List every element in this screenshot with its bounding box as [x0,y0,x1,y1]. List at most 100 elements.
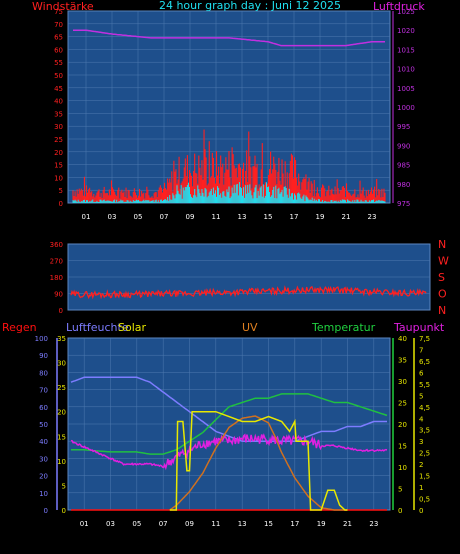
humidity-tick-label: 0 [62,507,66,515]
wind-tick-label: 55 [54,59,63,67]
uv-tick-label: 5,5 [419,381,430,389]
temperature-tick-label: 0 [398,507,402,515]
climate-x-axis: 01 03 05 07 09 11 13 15 17 19 21 23 [80,520,379,528]
climate-x-tick-label: 21 [343,520,352,528]
humidity-tick-label: 15 [57,433,66,441]
wind-tick-label: 15 [54,162,63,170]
humidity-tick-label: 30 [57,360,66,368]
pressure-tick-label: 990 [397,142,410,150]
wind-x-tick-label: 19 [316,213,325,221]
climate-x-tick-label: 11 [211,520,220,528]
uv-tick-label: 6 [419,369,424,377]
wind-gust-bars [72,182,386,203]
rain-tick-label: 30 [39,455,48,463]
climate-x-tick-label: 07 [159,520,168,528]
pressure-right-axis: 975 980 985 990 995 1000 1005 1010 1015 1020 1025 [392,8,415,208]
pressure-tick-label: 980 [397,181,410,189]
humidity-title: Luftfeuchte [66,321,129,334]
uv-tick-label: 1 [419,484,423,492]
compass-label: N [438,304,446,317]
solar-title: Solar [118,321,147,334]
wind-tick-label: 5 [59,187,63,195]
wind-tick-label: 45 [54,85,63,93]
direction-tick-label: 0 [59,307,63,315]
pressure-tick-label: 1005 [397,85,415,93]
compass-label: N [438,238,446,251]
temperature-tick-label: 5 [398,486,402,494]
uv-tick-label: 4 [419,415,424,423]
dewpoint-line [70,433,388,471]
rain-tick-label: 70 [39,387,48,395]
rain-tick-label: 80 [39,369,48,377]
wind-x-tick-label: 03 [108,213,117,221]
humidity-tick-label: 25 [57,384,66,392]
uv-tick-label: 6,5 [419,358,430,366]
climate-x-tick-label: 13 [238,520,247,528]
uv-tick-label: 0,5 [419,496,430,504]
wind-x-tick-label: 23 [368,213,377,221]
wind-x-tick-label: 01 [82,213,91,221]
uv-tick-label: 3,5 [419,427,430,435]
rain-tick-label: 40 [39,438,48,446]
direction-tick-label: 90 [54,291,63,299]
uv-tick-label: 2 [419,461,423,469]
wind-x-tick-label: 07 [160,213,169,221]
rain-tick-label: 90 [39,352,48,360]
humidity-tick-label: 10 [57,458,66,466]
pressure-axis-title: Luftdruck [373,0,425,13]
direction-tick-label: 180 [50,274,63,282]
uv-tick-label: 5 [419,392,423,400]
pressure-tick-label: 1015 [397,46,415,54]
climate-grid [68,338,390,510]
wind-tick-label: 40 [54,98,63,106]
wind-x-tick-label: 11 [212,213,221,221]
wind-grid [68,10,390,203]
wind-tick-label: 35 [54,110,63,118]
direction-left-axis: 0 90 180 270 360 [50,241,63,315]
humidity-tick-label: 35 [57,335,66,343]
climate-x-tick-label: 23 [369,520,378,528]
wind-tick-label: 60 [54,46,63,54]
pressure-tick-label: 975 [397,200,410,208]
temperature-tick-label: 20 [398,421,407,429]
climate-x-tick-label: 01 [80,520,89,528]
uv-tick-label: 7,5 [419,335,430,343]
temperature-tick-label: 40 [398,335,407,343]
direction-tick-label: 360 [50,241,63,249]
temperature-tick-label: 15 [398,443,407,451]
pressure-tick-label: 985 [397,162,410,170]
compass-label: O [438,288,447,301]
pressure-tick-label: 1020 [397,27,415,35]
uv-tick-label: 7 [419,346,423,354]
humidity-axis: 0 5 10 15 20 25 30 35 [56,335,66,515]
rain-tick-label: 60 [39,404,48,412]
humidity-tick-label: 5 [62,482,66,490]
dewpoint-title: Taupunkt [393,321,445,334]
climate-x-tick-label: 03 [106,520,115,528]
uv-axis: 0 0,5 1 1,5 2 2,5 3 3,5 4 4,5 5 5,5 6 6,5 7 7,5 [413,335,430,515]
wind-left-axis: 0 5 10 15 20 25 30 35 40 45 50 55 60 65 70 75 [54,8,63,208]
wind-x-axis: 01 03 05 07 09 11 13 15 17 19 21 23 [82,213,377,221]
pressure-line [73,29,385,47]
wind-tick-label: 25 [54,136,63,144]
compass-label: W [438,255,449,268]
climate-x-tick-label: 09 [185,520,194,528]
pressure-tick-label: 1025 [397,8,415,16]
rain-tick-label: 0 [44,507,48,515]
temperature-title: Temperatur [311,321,376,334]
pressure-tick-label: 1010 [397,66,415,74]
temperature-line [71,393,388,455]
temperature-tick-label: 25 [398,400,407,408]
wind-axis-title: Windstärke [32,0,94,13]
wind-x-tick-label: 09 [186,213,195,221]
wind-x-tick-label: 05 [134,213,143,221]
climate-x-tick-label: 15 [264,520,273,528]
rain-title: Regen [2,321,37,334]
wind-x-tick-label: 17 [290,213,299,221]
direction-tick-label: 270 [50,258,63,266]
